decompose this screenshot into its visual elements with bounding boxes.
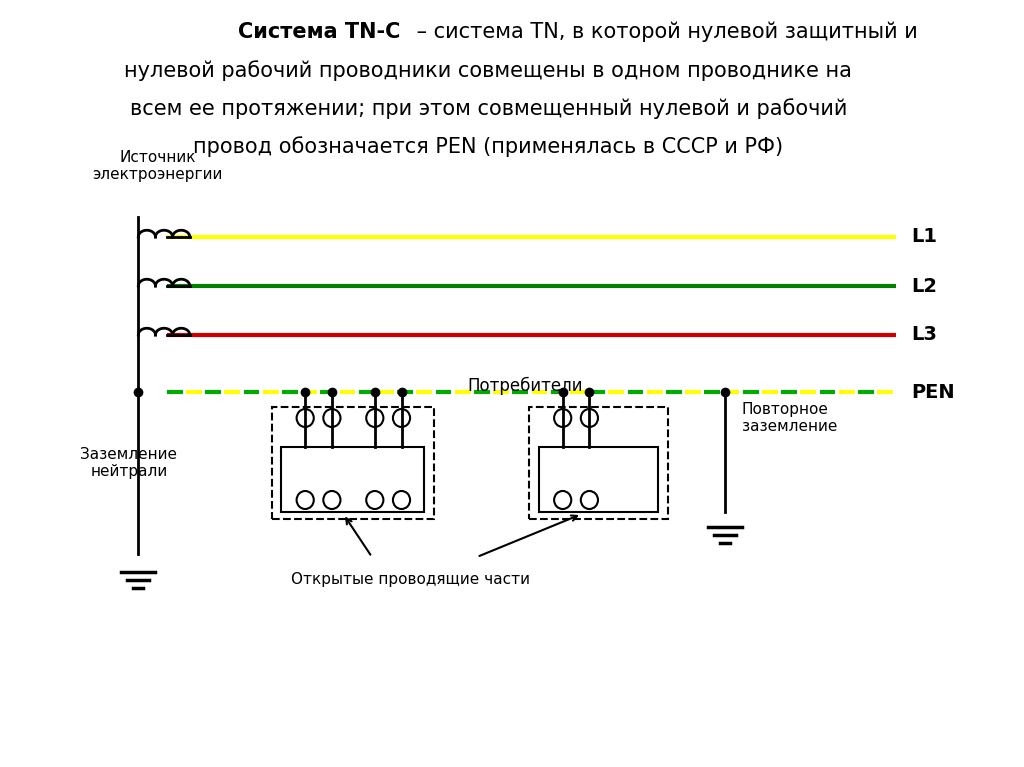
Bar [539,447,658,512]
Bar [271,407,434,519]
Text: L2: L2 [910,276,937,295]
Text: Повторное
заземление: Повторное заземление [742,402,838,434]
Text: Открытые проводящие части: Открытые проводящие части [291,572,529,587]
Text: PEN: PEN [910,383,954,401]
Text: провод обозначается PEN (применялась в СССР и РФ): провод обозначается PEN (применялась в С… [194,136,783,156]
Text: всем ее протяжении; при этом совмещенный нулевой и рабочий: всем ее протяжении; при этом совмещенный… [130,98,847,119]
Text: L1: L1 [910,228,937,246]
Text: нулевой рабочий проводники совмещены в одном проводнике на: нулевой рабочий проводники совмещены в о… [124,60,852,81]
Bar [282,447,424,512]
Text: – система TN, в которой нулевой защитный и: – система TN, в которой нулевой защитный… [410,22,918,42]
Text: Система TN-C: Система TN-C [239,22,400,42]
Text: L3: L3 [910,325,937,344]
Text: Заземление
нейтрали: Заземление нейтрали [80,447,177,479]
Text: Потребители: Потребители [467,377,583,395]
Text: Источник
электроэнергии: Источник электроэнергии [92,150,222,182]
Bar [529,407,668,519]
